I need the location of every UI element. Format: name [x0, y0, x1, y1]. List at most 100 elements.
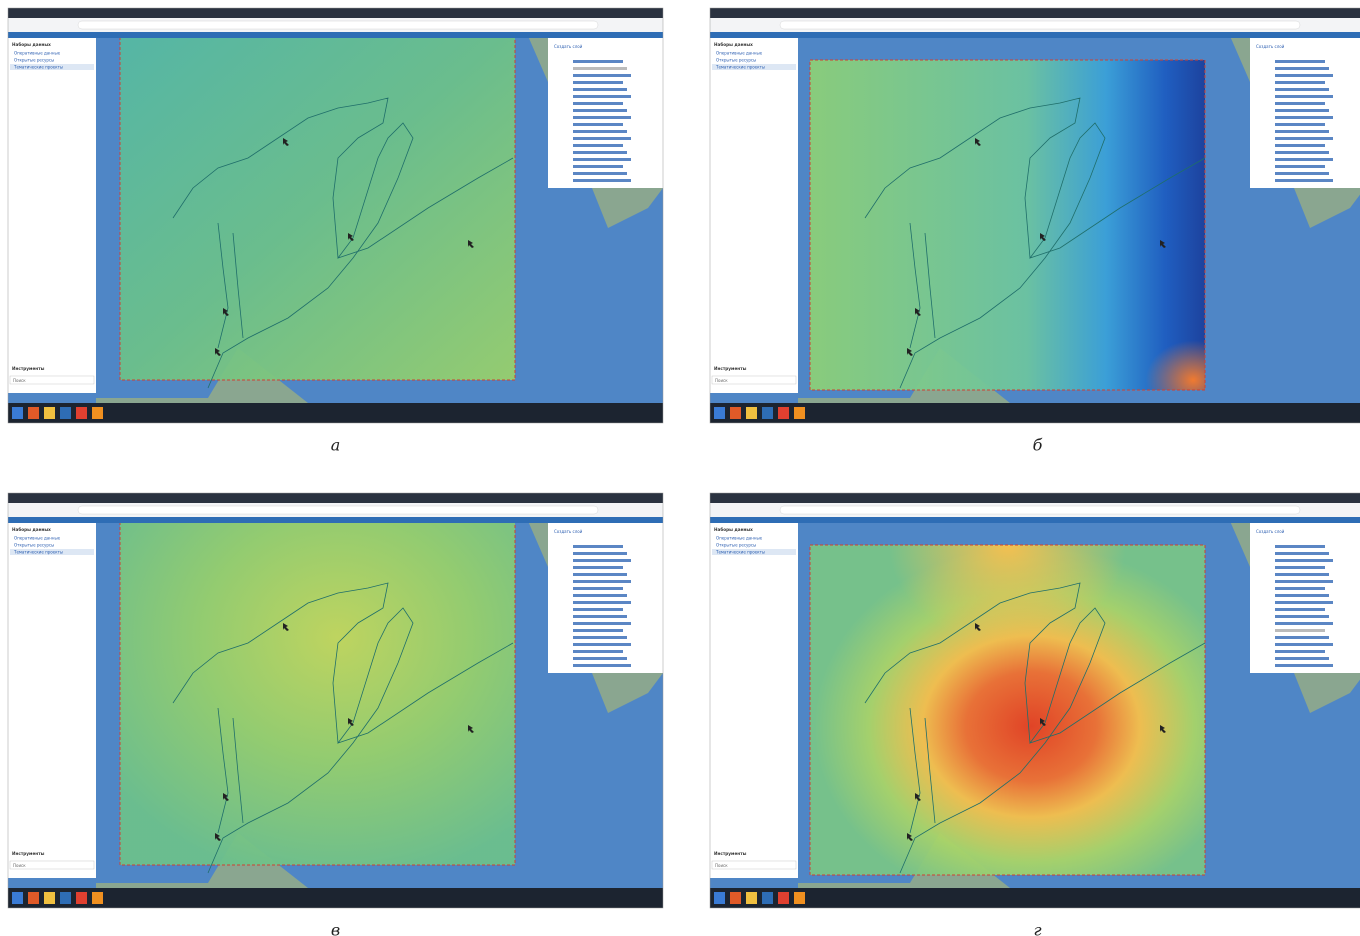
screenshot: Наборы данныхОперативные данныеОткрытые … [8, 8, 663, 423]
sidebar-item[interactable]: Тематические проекты [13, 65, 63, 70]
taskbar-icon[interactable] [746, 407, 757, 419]
sidebar-item[interactable]: Оперативные данные [716, 536, 763, 541]
layer-row [1275, 88, 1329, 91]
sidebar-item[interactable]: Оперативные данные [14, 536, 61, 541]
layer-row [573, 165, 623, 168]
taskbar-icon[interactable] [12, 407, 23, 419]
screenshot: Наборы данныхОперативные данныеОткрытые … [8, 493, 663, 908]
layer-row [1275, 165, 1325, 168]
taskbar-icon[interactable] [730, 407, 741, 419]
layer-row [573, 552, 627, 555]
taskbar-icon[interactable] [714, 407, 725, 419]
taskbar-icon[interactable] [60, 407, 71, 419]
sidebar [8, 38, 96, 393]
layer-row [573, 60, 623, 63]
create-layer-button[interactable]: Создать слой [554, 44, 583, 49]
layer-row [573, 657, 627, 660]
layer-row [1275, 172, 1329, 175]
taskbar-icon[interactable] [730, 892, 741, 904]
layer-row [573, 559, 631, 562]
taskbar-icon[interactable] [92, 892, 103, 904]
sidebar-title: Наборы данных [714, 527, 753, 532]
layer-row [1275, 158, 1333, 161]
sidebar-item[interactable]: Тематические проекты [13, 550, 63, 555]
layer-row [573, 643, 631, 646]
layer-row [1275, 144, 1325, 147]
layer-row [1275, 60, 1325, 63]
layer-row [573, 137, 631, 140]
create-layer-button[interactable]: Создать слой [554, 529, 583, 534]
sidebar-item[interactable]: Открытые ресурсы [14, 58, 54, 63]
sidebar-title: Наборы данных [714, 42, 753, 47]
create-layer-button[interactable]: Создать слой [1256, 44, 1285, 49]
layer-row [1275, 580, 1333, 583]
taskbar-icon[interactable] [28, 892, 39, 904]
panel-caption: а [331, 436, 341, 455]
panel-caption: б [1033, 436, 1043, 455]
layer-row [573, 594, 627, 597]
address-field [78, 21, 598, 29]
taskbar-icon[interactable] [762, 407, 773, 419]
app-header [8, 517, 663, 523]
layer-row [1275, 664, 1333, 667]
taskbar-icon[interactable] [762, 892, 773, 904]
address-field [78, 506, 598, 514]
taskbar-icon[interactable] [44, 407, 55, 419]
taskbar [710, 403, 1360, 423]
screenshot: Наборы данных Оперативные данные Открытые … [710, 8, 1360, 423]
taskbar-icon[interactable] [794, 892, 805, 904]
taskbar-icon[interactable] [714, 892, 725, 904]
layer-row [573, 151, 627, 154]
sidebar-item[interactable]: Открытые ресурсы [14, 543, 54, 548]
app-header [710, 517, 1360, 523]
layer-row [1275, 102, 1325, 105]
layer-row [573, 566, 623, 569]
taskbar-icon[interactable] [28, 407, 39, 419]
search-placeholder[interactable]: Поиск [13, 378, 26, 383]
taskbar-icon[interactable] [92, 407, 103, 419]
layer-row [1275, 552, 1329, 555]
sidebar-item[interactable]: Открытые ресурсы [716, 543, 756, 548]
layer-row [573, 81, 623, 84]
layer-row [1275, 636, 1329, 639]
search-placeholder[interactable]: Поиск [715, 863, 728, 868]
taskbar-icon[interactable] [746, 892, 757, 904]
layer-row [573, 123, 623, 126]
figure-canvas: Наборы данных Оперативные данные Открытые … [0, 0, 1360, 936]
taskbar-icon[interactable] [76, 407, 87, 419]
layer-row [1275, 116, 1333, 119]
layer-row [1275, 179, 1333, 182]
layer-row [1275, 643, 1333, 646]
sidebar-item[interactable]: Открытые ресурсы [716, 58, 756, 63]
layer-row [1275, 657, 1329, 660]
layer-row [573, 580, 631, 583]
address-field [780, 21, 1300, 29]
app-header [710, 32, 1360, 38]
sidebar-item[interactable]: Тематические проекты [715, 550, 765, 555]
layer-row [1275, 137, 1333, 140]
layer-row [1275, 650, 1325, 653]
taskbar-icon[interactable] [794, 407, 805, 419]
taskbar-icon[interactable] [60, 892, 71, 904]
taskbar-icon[interactable] [76, 892, 87, 904]
create-layer-button[interactable]: Создать слой [1256, 529, 1285, 534]
sidebar-item[interactable]: Оперативные данные [14, 51, 61, 56]
panel-caption: в [331, 921, 340, 936]
taskbar [8, 403, 663, 423]
layer-row [1275, 629, 1325, 632]
layer-row [573, 179, 631, 182]
layer-row [1275, 587, 1325, 590]
taskbar-icon[interactable] [778, 892, 789, 904]
sidebar-item[interactable]: Оперативные данные [716, 51, 763, 56]
layer-row [1275, 601, 1333, 604]
sidebar-item[interactable]: Тематические проекты [715, 65, 765, 70]
layer-row [1275, 559, 1333, 562]
taskbar-icon[interactable] [12, 892, 23, 904]
search-placeholder[interactable]: Поиск [13, 863, 26, 868]
taskbar-icon[interactable] [44, 892, 55, 904]
search-placeholder[interactable]: Поиск [715, 378, 728, 383]
layer-row [573, 573, 627, 576]
layer-row [1275, 95, 1333, 98]
browser-tabbar [8, 493, 663, 503]
taskbar-icon[interactable] [778, 407, 789, 419]
